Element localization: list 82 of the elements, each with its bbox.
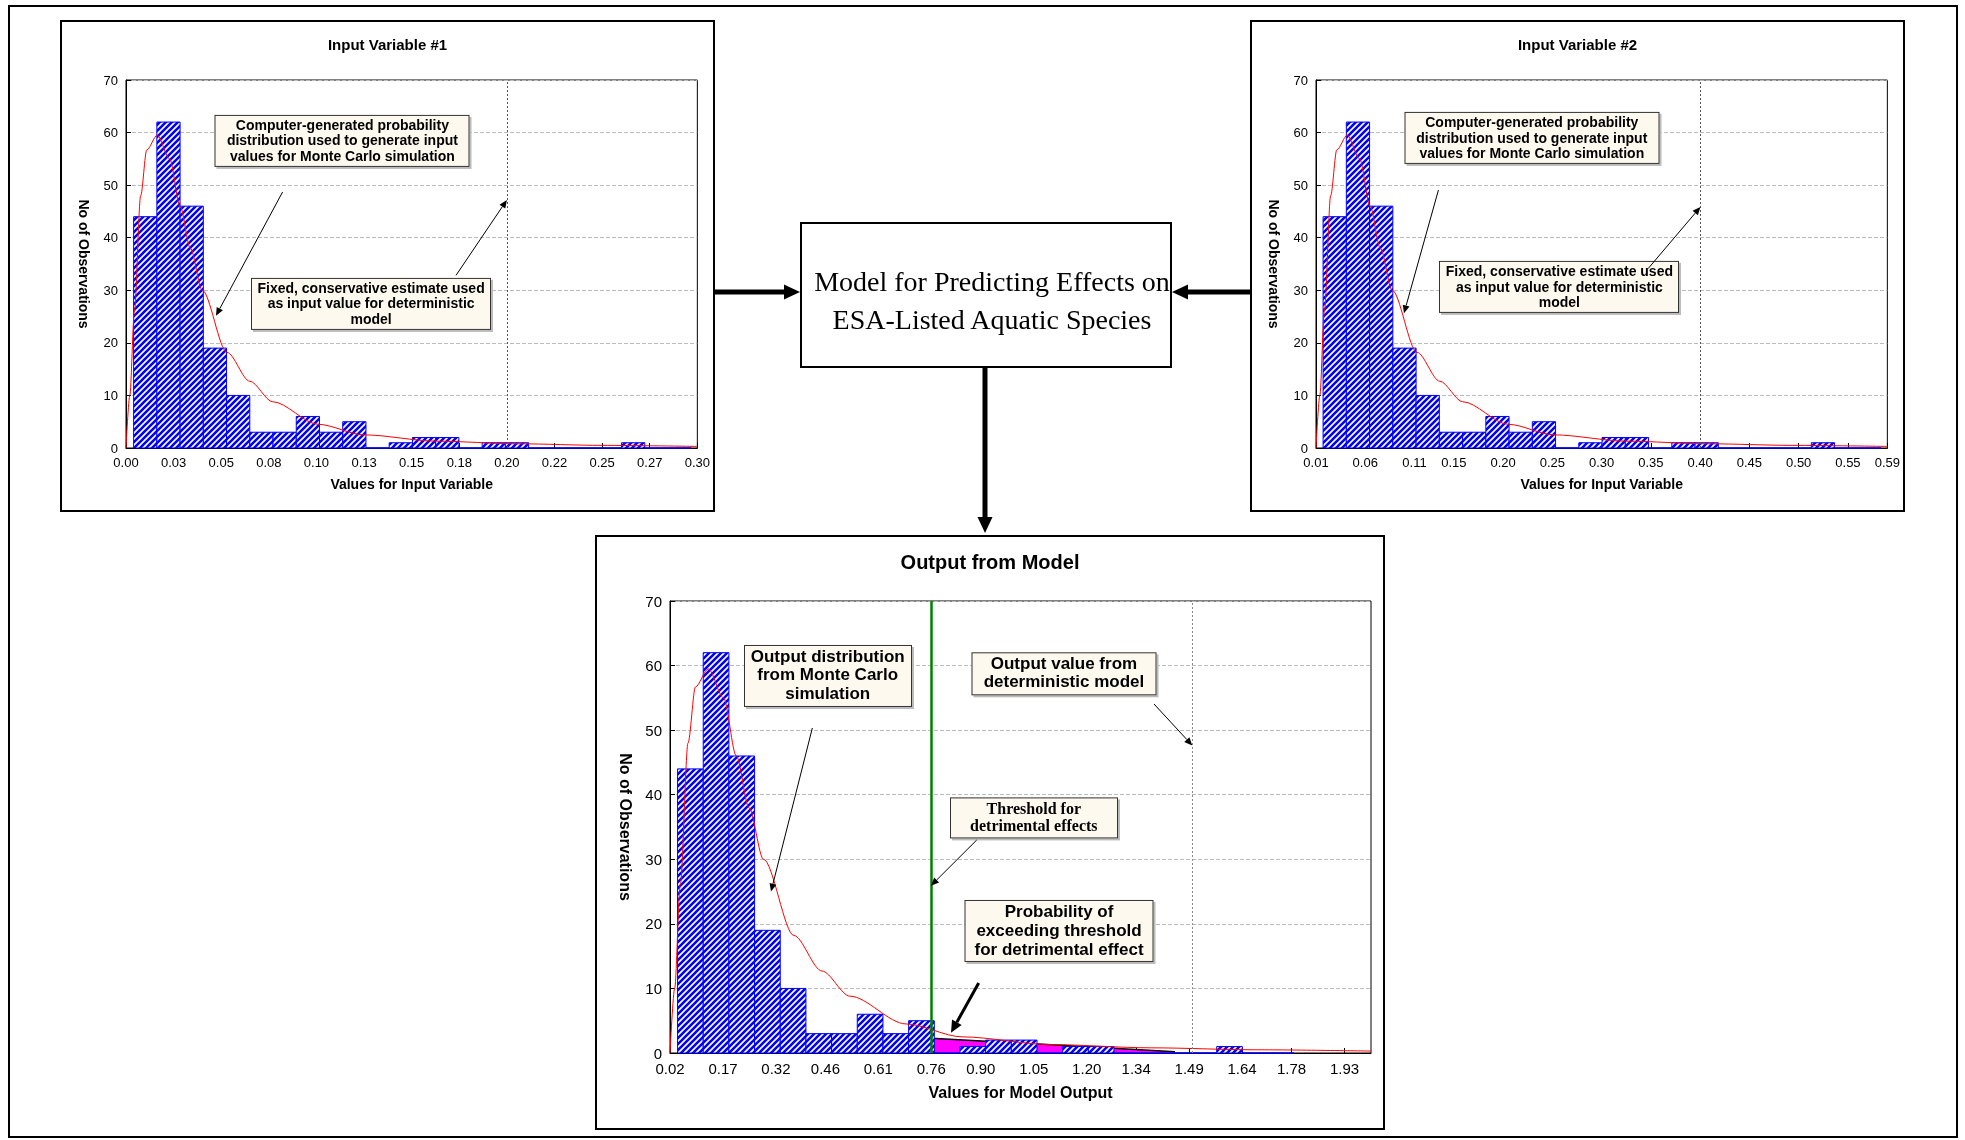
x-tick-label: 1.49 [1174, 1060, 1204, 1077]
x-tick-label: 0.15 [399, 455, 425, 470]
x-tick-label: 0.27 [637, 455, 663, 470]
chart-title: Input Variable #1 [327, 36, 448, 53]
y-tick-label: 70 [645, 592, 662, 610]
y-axis-title: No of Observations [76, 199, 92, 329]
x-tick-label: 1.34 [1121, 1060, 1151, 1077]
annotation: Probability of exceeding threshold for detrimental effect [964, 900, 1154, 963]
x-tick-label: 1.20 [1072, 1060, 1102, 1077]
annotation: Output value from deterministic model [971, 652, 1157, 696]
text: Model for Predicting Effects on ESA-Listed Aquatic Species [813, 265, 1171, 337]
y-tick-label: 0 [1300, 440, 1308, 456]
y-tick-label: 40 [645, 786, 662, 804]
x-tick-label: 0.32 [761, 1060, 791, 1077]
annotation: Threshold for detrimental effects [949, 796, 1118, 839]
x-axis-title: Values for Input Variable [1520, 476, 1684, 492]
x-tick-label: 0.30 [684, 455, 711, 470]
y-tick-label: 60 [645, 657, 662, 675]
y-tick-label: 70 [1293, 72, 1308, 88]
chart-title: Output from Model [900, 551, 1080, 573]
y-tick-label: 20 [1293, 335, 1308, 351]
y-tick-label: 50 [645, 721, 662, 739]
y-tick-label: 70 [103, 72, 118, 88]
x-tick-label: 0.13 [351, 455, 377, 470]
y-axis-title: No of Observations [1266, 199, 1282, 329]
x-tick-label: 1.93 [1329, 1060, 1360, 1077]
y-tick-label: 0 [110, 440, 118, 456]
y-tick-label: 40 [1293, 230, 1308, 246]
annotation: Computer-generated probability distribution used to generate input values for Monte Carlo simulation [1404, 112, 1660, 165]
x-tick-label: 0.15 [1441, 455, 1467, 470]
x-tick-label: 0.30 [1589, 455, 1615, 470]
y-tick-label: 10 [103, 387, 118, 403]
x-tick-label: 0.59 [1874, 455, 1901, 470]
x-tick-label: 0.10 [303, 455, 330, 470]
x-tick-label: 1.05 [1019, 1060, 1049, 1077]
x-tick-label: 0.25 [1539, 455, 1566, 470]
y-tick-label: 50 [103, 177, 118, 193]
y-tick-label: 60 [1293, 125, 1308, 141]
x-tick-label: 0.06 [1352, 455, 1378, 470]
annotation: Computer-generated probability distribution used to generate input values for Monte Carlo simulation [214, 114, 470, 168]
y-tick-label: 40 [103, 230, 118, 246]
x-tick-label: 0.00 [113, 455, 139, 470]
x-tick-label: 0.50 [1786, 455, 1812, 470]
annotation: Fixed, conservative estimate used as input value for deterministic model [251, 277, 492, 330]
x-axis-title: Values for Input Variable [330, 476, 494, 492]
x-tick-label: 0.45 [1736, 455, 1763, 470]
y-tick-label: 50 [1293, 177, 1308, 193]
annotation: Output distribution from Monte Carlo simulation [743, 644, 912, 707]
x-axis-title: Values for Model Output [928, 1083, 1114, 1101]
x-tick-label: 0.25 [589, 455, 615, 470]
y-tick-label: 0 [653, 1044, 662, 1062]
annotation: Fixed, conservative estimate used as input value for deterministic model [1439, 261, 1680, 314]
x-tick-label: 0.40 [1687, 455, 1713, 470]
y-tick-label: 20 [103, 335, 118, 351]
x-tick-label: 0.02 [655, 1060, 685, 1077]
x-tick-label: 0.03 [160, 455, 187, 470]
x-tick-label: 1.64 [1227, 1060, 1257, 1077]
y-tick-label: 20 [645, 915, 662, 933]
y-tick-label: 30 [1293, 282, 1308, 298]
y-tick-label: 60 [103, 125, 118, 141]
x-tick-label: 0.18 [446, 455, 472, 470]
chart-title: Input Variable #2 [1517, 36, 1638, 53]
x-tick-label: 0.20 [1490, 455, 1516, 470]
y-tick-label: 30 [645, 850, 662, 868]
x-tick-label: 0.17 [708, 1060, 738, 1077]
y-tick-label: 10 [1293, 387, 1308, 403]
x-tick-label: 0.35 [1638, 455, 1664, 470]
x-tick-label: 0.22 [541, 455, 568, 470]
x-tick-label: 0.11 [1402, 455, 1427, 470]
x-tick-label: 0.55 [1835, 455, 1861, 470]
y-tick-label: 10 [645, 979, 662, 997]
y-tick-label: 30 [103, 282, 118, 298]
x-tick-label: 0.46 [810, 1060, 840, 1077]
x-tick-label: 0.01 [1303, 455, 1329, 470]
y-axis-title: No of Observations [616, 753, 634, 901]
x-tick-label: 1.78 [1276, 1060, 1307, 1077]
x-tick-label: 0.05 [208, 455, 234, 470]
x-tick-label: 0.76 [916, 1060, 946, 1077]
x-tick-label: 0.61 [863, 1060, 893, 1077]
x-tick-label: 0.20 [494, 455, 520, 470]
x-tick-label: 0.90 [966, 1060, 996, 1077]
x-tick-label: 0.08 [256, 455, 282, 470]
